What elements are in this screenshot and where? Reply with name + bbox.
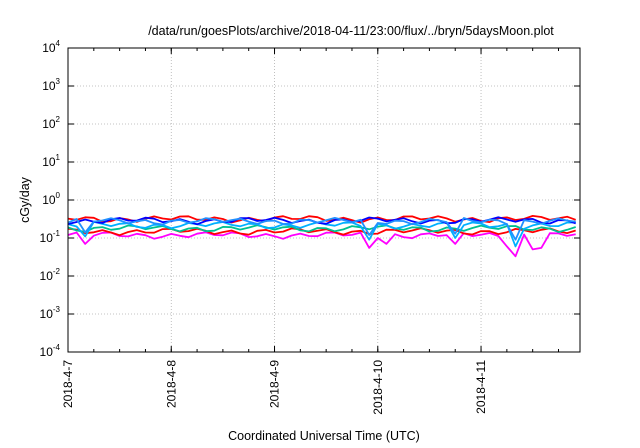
series-line-2 xyxy=(67,227,576,237)
x-axis: 2018-4-7 2018-4-8 2018-4-9 2018-4-10 2018-4-… xyxy=(61,48,559,415)
y-axis: 10-4 10-3 10-2 10-1 100 101 102 103 104 xyxy=(40,39,580,359)
x-tick-label: 2018-4-7 xyxy=(61,360,75,408)
y-tick-label: 10-2 xyxy=(40,267,61,283)
x-tick-label: 2018-4-10 xyxy=(371,360,385,415)
series-line-5 xyxy=(67,214,577,224)
y-tick-label: 104 xyxy=(42,39,60,55)
y-tick-label: 101 xyxy=(42,153,60,169)
x-tick-label: 2018-4-11 xyxy=(474,360,488,414)
x-tick-label: 2018-4-8 xyxy=(164,360,178,408)
series-line-7 xyxy=(67,216,576,241)
y-tick-label: 10-4 xyxy=(40,343,61,359)
series-line-1 xyxy=(67,231,576,258)
y-tick-label: 102 xyxy=(42,115,60,131)
y-tick-label: 10-1 xyxy=(40,229,61,245)
grid xyxy=(68,48,580,352)
y-tick-label: 100 xyxy=(42,191,60,207)
chart-title: /data/run/goesPlots/archive/2018-04-11/2… xyxy=(148,24,554,38)
y-tick-label: 10-3 xyxy=(40,305,61,321)
x-tick-label: 2018-4-9 xyxy=(268,360,282,408)
y-axis-label: cGy/day xyxy=(18,176,32,223)
y-tick-label: 103 xyxy=(42,77,60,93)
series-group xyxy=(67,214,577,258)
x-axis-label: Coordinated Universal Time (UTC) xyxy=(228,429,420,443)
